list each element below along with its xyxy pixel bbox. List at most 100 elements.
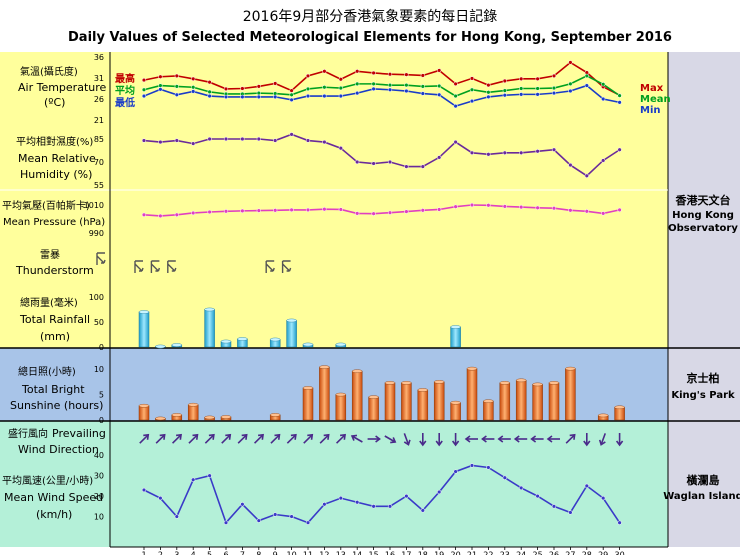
temp-max-point bbox=[551, 73, 557, 79]
label-rain-en-2: (mm) bbox=[40, 330, 70, 343]
wind-speed-point bbox=[207, 473, 212, 478]
temp-min-point bbox=[420, 91, 425, 96]
rainfall-bar-top bbox=[155, 344, 166, 349]
wind-speed-point bbox=[437, 489, 442, 495]
wind-arrow-head bbox=[530, 435, 537, 443]
temp-max-point bbox=[502, 78, 507, 84]
sunshine-bar-top bbox=[450, 400, 461, 405]
wind-arrow-shaft bbox=[403, 433, 410, 445]
label-wspd-en-2: (km/h) bbox=[36, 508, 72, 521]
temp-max-point bbox=[174, 73, 179, 79]
rainfall-bar-top bbox=[204, 307, 215, 312]
wind-speed-point bbox=[502, 475, 507, 480]
wind-arrow-head bbox=[481, 435, 487, 443]
temp-min-point bbox=[535, 92, 540, 97]
temp-mean-line bbox=[143, 75, 621, 97]
label-wdir-en-2: Wind Direction bbox=[18, 443, 99, 456]
pressure-point bbox=[453, 204, 458, 209]
temp-tick: 36 bbox=[94, 53, 104, 62]
wind-speed-point bbox=[338, 496, 343, 501]
legend-min-en: Min bbox=[640, 105, 661, 116]
temp-max-point bbox=[322, 69, 327, 74]
pressure-point bbox=[486, 203, 491, 208]
pressure-line bbox=[143, 204, 620, 217]
sunshine-bar-top bbox=[204, 415, 215, 420]
sunshine-bar bbox=[483, 400, 494, 421]
chart-title-zh: 2016年9月部分香港氣象要素的每日記錄 bbox=[243, 8, 498, 25]
sunshine-bar bbox=[466, 368, 478, 421]
temp-min-point bbox=[223, 94, 229, 100]
x-tick-label: 8 bbox=[256, 551, 261, 555]
wind-speed-line bbox=[143, 464, 621, 525]
temp-min-point bbox=[601, 96, 606, 102]
sunshine-bar-top bbox=[270, 413, 281, 417]
temp-mean-point bbox=[404, 82, 409, 88]
temp-mean-point bbox=[158, 83, 163, 88]
wind-arrow-shaft bbox=[253, 434, 264, 444]
wind-direction-arrow bbox=[319, 433, 330, 444]
temp-mean-point bbox=[568, 81, 573, 87]
pressure-point bbox=[519, 204, 524, 210]
wind-arrow-head bbox=[375, 435, 381, 443]
rainfall-tick: 50 bbox=[94, 318, 104, 327]
label-temp-zh: 氣溫(攝氏度) bbox=[20, 65, 78, 78]
humidity-point bbox=[141, 138, 147, 143]
temp-mean-point bbox=[207, 89, 212, 95]
wind-arrow-head bbox=[403, 439, 411, 446]
temp-tick: 21 bbox=[94, 116, 104, 125]
sunshine-bar-top bbox=[352, 369, 363, 374]
station-kp-zh: 京士柏 bbox=[687, 371, 720, 385]
temp-mean-point bbox=[355, 81, 360, 87]
humidity-tick: 85 bbox=[94, 135, 104, 144]
wind-arrow-shaft bbox=[335, 434, 346, 444]
wind-speed-point bbox=[240, 502, 245, 507]
wind-arrow-head bbox=[159, 433, 166, 440]
humidity-tick: 55 bbox=[94, 181, 104, 190]
wind-speed-tick: 40 bbox=[94, 451, 104, 460]
thunderstorm-marker bbox=[265, 260, 275, 273]
humidity-point bbox=[486, 152, 491, 157]
station-hko-zh: 香港天文台 bbox=[675, 193, 731, 207]
rainfall-bar-top bbox=[335, 342, 346, 347]
x-tick-label: 29 bbox=[598, 551, 608, 555]
x-tick-label: 25 bbox=[533, 551, 543, 555]
pressure-point bbox=[141, 212, 147, 217]
wind-arrow-shaft bbox=[237, 434, 248, 444]
temp-max-point bbox=[355, 69, 360, 74]
x-tick-label: 13 bbox=[336, 551, 346, 555]
temp-min-point bbox=[469, 98, 475, 104]
x-tick-label: 7 bbox=[240, 551, 245, 555]
wind-direction-arrow bbox=[546, 435, 560, 443]
wind-arrow-head bbox=[598, 439, 606, 446]
temp-mean-point bbox=[502, 88, 507, 93]
wind-speed-point bbox=[322, 502, 327, 507]
wind-arrow-head bbox=[274, 433, 281, 440]
humidity-point bbox=[223, 136, 229, 142]
station-kp-en: King's Park bbox=[671, 390, 735, 401]
wind-arrow-shaft bbox=[204, 434, 215, 444]
temp-max-point bbox=[437, 68, 442, 73]
wind-arrow-head bbox=[350, 434, 358, 441]
sunshine-bar-top bbox=[401, 381, 412, 385]
wind-arrow-shaft bbox=[565, 434, 576, 444]
label-sun-zh: 總日照(小時) bbox=[18, 365, 76, 378]
wind-arrow-head bbox=[569, 433, 576, 440]
label-hum-en-2: Humidity (%) bbox=[20, 168, 92, 181]
x-tick-label: 2 bbox=[158, 551, 163, 555]
x-tick-label: 12 bbox=[319, 551, 329, 555]
temp-max-line bbox=[143, 61, 620, 96]
wind-speed-point bbox=[404, 493, 409, 499]
temp-mean-point bbox=[256, 90, 261, 96]
temp-min-point bbox=[486, 94, 491, 100]
pressure-point bbox=[273, 208, 278, 213]
temp-max-point bbox=[371, 70, 376, 76]
pressure-point bbox=[469, 202, 475, 208]
sunshine-bar-top bbox=[368, 395, 379, 399]
wind-arrow-shaft bbox=[139, 434, 149, 444]
chart-title-en: Daily Values of Selected Meteorological … bbox=[68, 30, 672, 45]
humidity-point bbox=[568, 162, 573, 168]
sunshine-bar bbox=[515, 380, 527, 421]
wind-speed-point bbox=[486, 465, 491, 470]
humidity-line bbox=[143, 133, 621, 177]
wind-speed-point bbox=[387, 504, 393, 509]
